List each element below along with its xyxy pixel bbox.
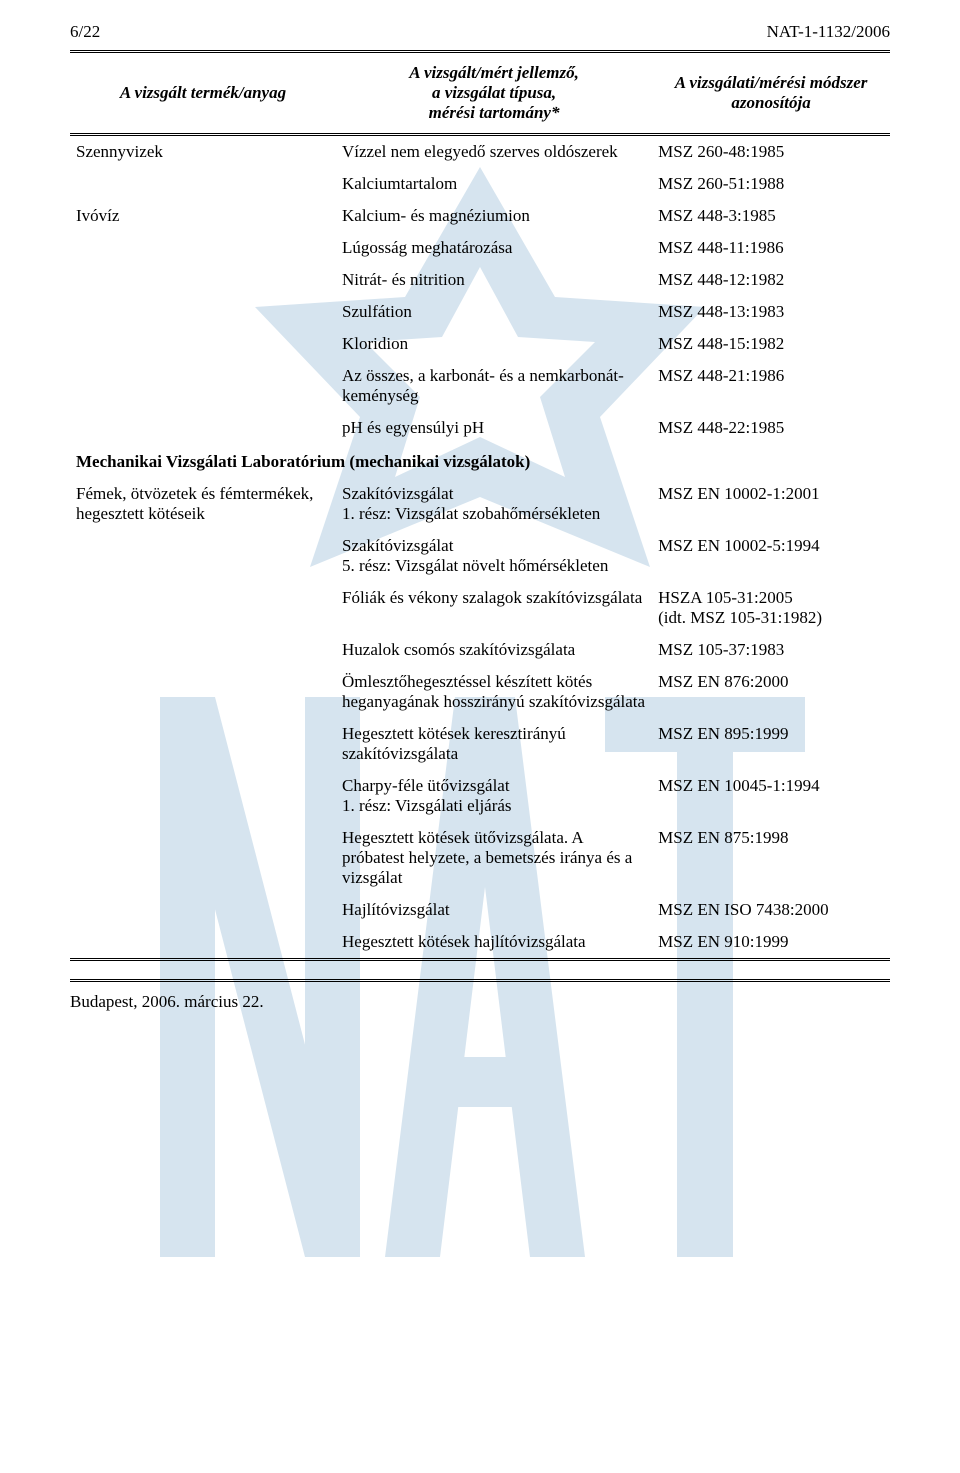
cell-characteristic: Kalciumtartalom: [336, 168, 652, 200]
cell-characteristic: Ömlesztőhegesztéssel készített kötés heg…: [336, 666, 652, 718]
section-title-row: Mechanikai Vizsgálati Laboratórium (mech…: [70, 444, 890, 478]
cell-method: HSZA 105-31:2005 (idt. MSZ 105-31:1982): [652, 582, 890, 634]
cell-product: [70, 232, 336, 264]
table-row: Ömlesztőhegesztéssel készített kötés heg…: [70, 666, 890, 718]
table-row: KalciumtartalomMSZ 260-51:1988: [70, 168, 890, 200]
cell-method: MSZ 448-11:1986: [652, 232, 890, 264]
page-number: 6/22: [70, 22, 100, 42]
cell-characteristic: Kalcium- és magnéziumion: [336, 200, 652, 232]
cell-method: MSZ 448-21:1986: [652, 360, 890, 412]
cell-method: MSZ 448-12:1982: [652, 264, 890, 296]
col-header-product: A vizsgált termék/anyag: [120, 83, 286, 102]
cell-method: MSZ EN 10045-1:1994: [652, 770, 890, 822]
cell-characteristic: Hegesztett kötések ütővizsgálata. A prób…: [336, 822, 652, 894]
cell-characteristic: Az összes, a karbonát- és a nemkarbonát-…: [336, 360, 652, 412]
cell-characteristic: Kloridion: [336, 328, 652, 360]
cell-method: MSZ 105-37:1983: [652, 634, 890, 666]
cell-product: [70, 360, 336, 412]
cell-characteristic: Lúgosság meghatározása: [336, 232, 652, 264]
cell-product: [70, 634, 336, 666]
table-header-row: A vizsgált termék/anyag A vizsgált/mért …: [70, 53, 890, 133]
table-row: Lúgosság meghatározásaMSZ 448-11:1986: [70, 232, 890, 264]
cell-product: Ivóvíz: [70, 200, 336, 232]
cell-method: MSZ EN 895:1999: [652, 718, 890, 770]
cell-product: [70, 894, 336, 926]
cell-product: Fémek, ötvözetek és fémtermékek, hegeszt…: [70, 478, 336, 530]
cell-method: MSZ 448-13:1983: [652, 296, 890, 328]
cell-characteristic: Hegesztett kötések hajlítóvizsgálata: [336, 926, 652, 958]
cell-product: [70, 770, 336, 822]
cell-method: MSZ 260-48:1985: [652, 135, 890, 169]
table-row: Hegesztett kötések ütővizsgálata. A prób…: [70, 822, 890, 894]
cell-method: MSZ EN 10002-5:1994: [652, 530, 890, 582]
cell-product: [70, 666, 336, 718]
cell-product: [70, 168, 336, 200]
cell-product: [70, 412, 336, 444]
cell-characteristic: Szulfátion: [336, 296, 652, 328]
cell-characteristic: Vízzel nem elegyedő szerves oldószerek: [336, 135, 652, 169]
cell-characteristic: Szakítóvizsgálat 5. rész: Vizsgálat növe…: [336, 530, 652, 582]
cell-product: [70, 582, 336, 634]
cell-product: [70, 296, 336, 328]
table-row: SzennyvizekVízzel nem elegyedő szerves o…: [70, 135, 890, 169]
cell-characteristic: Nitrát- és nitrition: [336, 264, 652, 296]
col-header-method: A vizsgálati/mérési módszer azonosítója: [658, 73, 884, 113]
cell-method: MSZ 448-15:1982: [652, 328, 890, 360]
cell-method: MSZ EN 10002-1:2001: [652, 478, 890, 530]
cell-characteristic: Charpy-féle ütővizsgálat 1. rész: Vizsgá…: [336, 770, 652, 822]
cell-method: MSZ EN ISO 7438:2000: [652, 894, 890, 926]
table-row: Charpy-féle ütővizsgálat 1. rész: Vizsgá…: [70, 770, 890, 822]
cell-method: MSZ 448-3:1985: [652, 200, 890, 232]
page-header: 6/22 NAT-1-1132/2006: [70, 0, 890, 48]
standards-table: A vizsgált termék/anyag A vizsgált/mért …: [70, 53, 890, 958]
cell-characteristic: Szakítóvizsgálat 1. rész: Vizsgálat szob…: [336, 478, 652, 530]
section-title: Mechanikai Vizsgálati Laboratórium (mech…: [70, 444, 890, 478]
cell-method: MSZ EN 910:1999: [652, 926, 890, 958]
cell-product: [70, 328, 336, 360]
col-header-characteristic: A vizsgált/mért jellemző, a vizsgálat tí…: [342, 63, 646, 123]
page-footer: Budapest, 2006. március 22.: [70, 979, 890, 1012]
table-row: pH és egyensúlyi pHMSZ 448-22:1985: [70, 412, 890, 444]
cell-method: MSZ EN 875:1998: [652, 822, 890, 894]
table-row: Az összes, a karbonát- és a nemkarbonát-…: [70, 360, 890, 412]
table-row: IvóvízKalcium- és magnéziumionMSZ 448-3:…: [70, 200, 890, 232]
cell-characteristic: pH és egyensúlyi pH: [336, 412, 652, 444]
cell-product: [70, 926, 336, 958]
cell-method: MSZ 448-22:1985: [652, 412, 890, 444]
document-code: NAT-1-1132/2006: [767, 22, 890, 42]
table-row: Hegesztett kötések keresztirányú szakító…: [70, 718, 890, 770]
cell-characteristic: Hegesztett kötések keresztirányú szakító…: [336, 718, 652, 770]
table-row: Fémek, ötvözetek és fémtermékek, hegeszt…: [70, 478, 890, 530]
table-row: HajlítóvizsgálatMSZ EN ISO 7438:2000: [70, 894, 890, 926]
cell-product: Szennyvizek: [70, 135, 336, 169]
table-row: Hegesztett kötések hajlítóvizsgálataMSZ …: [70, 926, 890, 958]
table-row: Nitrát- és nitritionMSZ 448-12:1982: [70, 264, 890, 296]
cell-characteristic: Huzalok csomós szakítóvizsgálata: [336, 634, 652, 666]
cell-method: MSZ 260-51:1988: [652, 168, 890, 200]
cell-product: [70, 530, 336, 582]
cell-characteristic: Hajlítóvizsgálat: [336, 894, 652, 926]
cell-method: MSZ EN 876:2000: [652, 666, 890, 718]
table-row: Szakítóvizsgálat 5. rész: Vizsgálat növe…: [70, 530, 890, 582]
table-row: SzulfátionMSZ 448-13:1983: [70, 296, 890, 328]
footer-date-place: Budapest, 2006. március 22.: [70, 992, 264, 1011]
table-row: Fóliák és vékony szalagok szakítóvizsgál…: [70, 582, 890, 634]
table-row: Huzalok csomós szakítóvizsgálataMSZ 105-…: [70, 634, 890, 666]
cell-product: [70, 718, 336, 770]
table-row: KloridionMSZ 448-15:1982: [70, 328, 890, 360]
cell-product: [70, 822, 336, 894]
cell-characteristic: Fóliák és vékony szalagok szakítóvizsgál…: [336, 582, 652, 634]
cell-product: [70, 264, 336, 296]
